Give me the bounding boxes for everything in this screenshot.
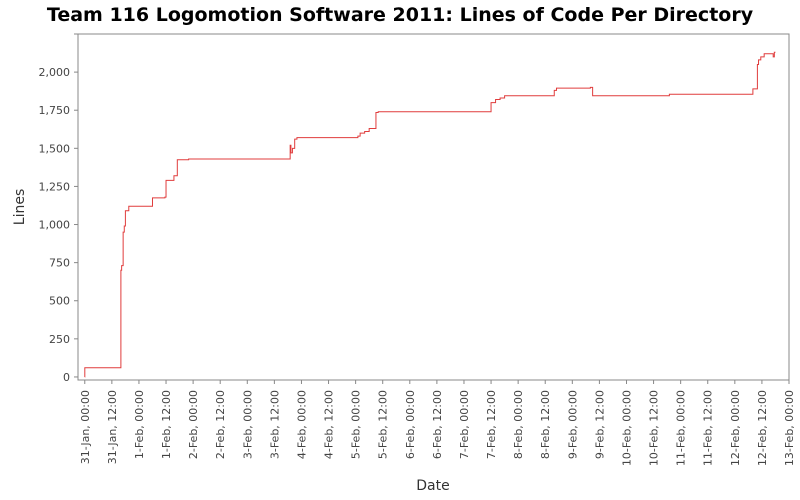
x-tick-label: 10-Feb, 12:00 [648, 390, 661, 466]
x-tick-label: 7-Feb, 00:00 [458, 390, 471, 459]
x-tick-label: 12-Feb, 00:00 [729, 390, 742, 466]
x-tick-label: 3-Feb, 12:00 [268, 390, 281, 459]
x-tick-label: 2-Feb, 00:00 [187, 390, 200, 459]
chart-title: Team 116 Logomotion Software 2011: Lines… [47, 4, 754, 26]
x-tick-label: 5-Feb, 00:00 [350, 390, 363, 459]
x-tick-label: 12-Feb, 12:00 [756, 390, 769, 466]
series-line [84, 51, 776, 378]
y-tick-label: 1,000 [39, 219, 71, 232]
y-tick-label: 750 [49, 257, 70, 270]
y-tick-label: 1,750 [39, 104, 71, 117]
x-tick-label: 4-Feb, 00:00 [295, 390, 308, 459]
x-tick-label: 8-Feb, 12:00 [539, 390, 552, 459]
series-layer [84, 51, 776, 378]
x-tick-label: 4-Feb, 12:00 [323, 390, 336, 459]
y-axis: 0 250 500 750 1,000 1,250 1,500 1,750 2,000 [39, 33, 78, 384]
x-tick-label: 8-Feb, 00:00 [512, 390, 525, 459]
y-tick-label: 500 [49, 295, 70, 308]
x-tick-label: 31-Jan, 00:00 [79, 390, 92, 464]
x-tick-label: 7-Feb, 12:00 [485, 390, 498, 459]
x-tick-label: 31-Jan, 12:00 [106, 390, 119, 464]
x-tick-label: 5-Feb, 12:00 [377, 390, 390, 459]
x-tick-label: 1-Feb, 12:00 [160, 390, 173, 459]
plot-area [77, 33, 790, 381]
y-axis-label: Lines [12, 189, 28, 225]
y-tick-label: 1,500 [39, 142, 71, 155]
y-tick-label: 2,000 [39, 66, 71, 79]
x-tick-label: 9-Feb, 00:00 [566, 390, 579, 459]
x-axis-label: Date [416, 478, 449, 494]
x-tick-label: 11-Feb, 00:00 [675, 390, 688, 466]
x-tick-label: 11-Feb, 12:00 [702, 390, 715, 466]
x-tick-label: 13-Feb, 00:00 [783, 390, 796, 466]
x-tick-label: 1-Feb, 00:00 [133, 390, 146, 459]
x-axis: 31-Jan, 00:00 31-Jan, 12:00 1-Feb, 00:00 1-… [79, 380, 796, 466]
y-tick-label: 250 [49, 333, 70, 346]
x-tick-label: 10-Feb, 00:00 [620, 390, 633, 466]
x-tick-label: 9-Feb, 12:00 [593, 390, 606, 459]
x-tick-label: 2-Feb, 12:00 [214, 390, 227, 459]
y-tick-label: 0 [63, 371, 70, 384]
x-tick-label: 6-Feb, 00:00 [404, 390, 417, 459]
x-tick-label: 3-Feb, 00:00 [241, 390, 254, 459]
y-tick-label: 1,250 [39, 180, 71, 193]
x-tick-label: 6-Feb, 12:00 [431, 390, 444, 459]
